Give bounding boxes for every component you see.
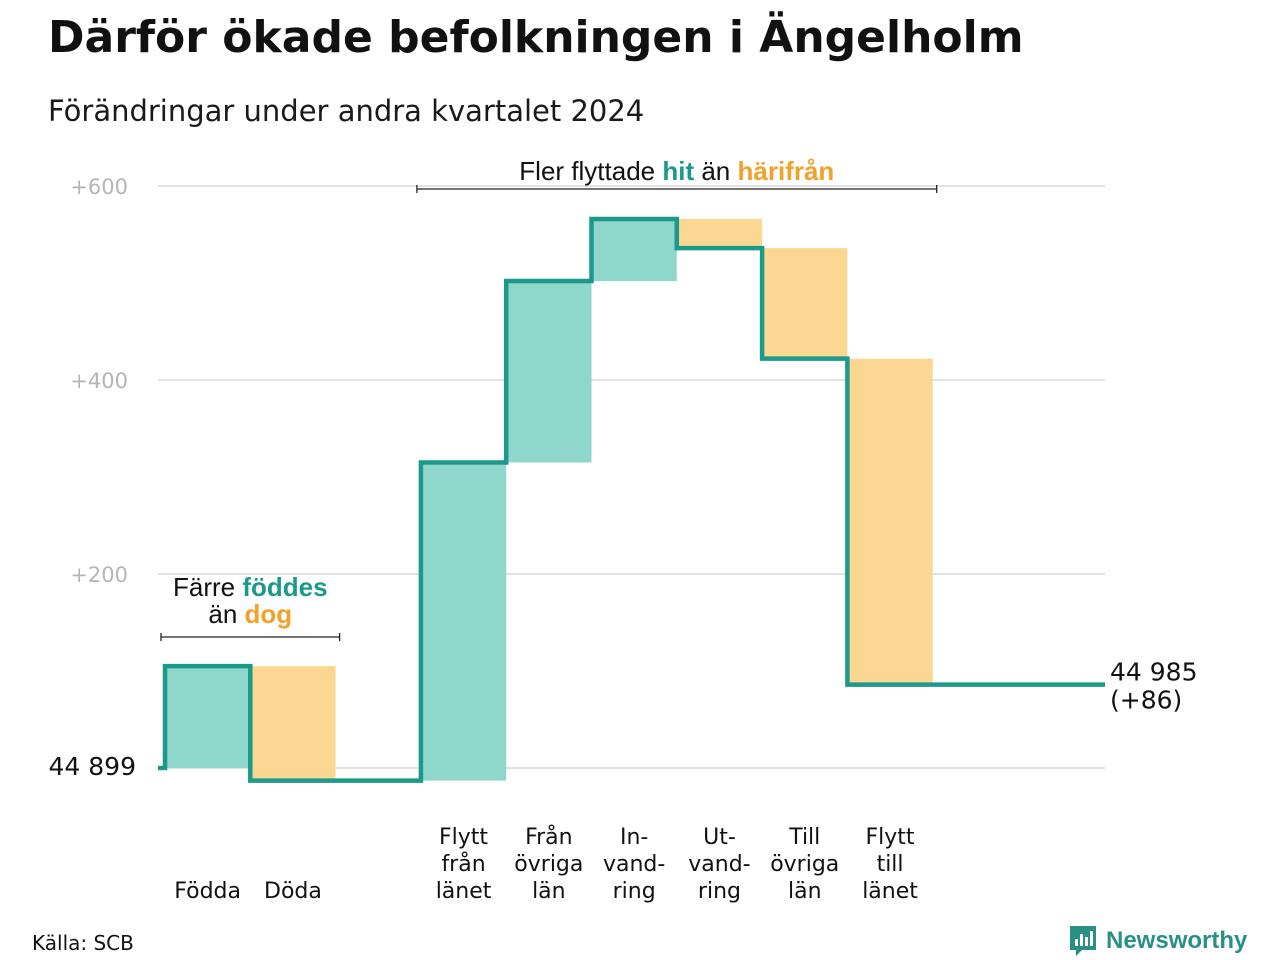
category-label: In-: [620, 825, 648, 850]
annotation-migration: Fler flyttade hit än härifrån: [519, 156, 834, 186]
waterfall-bar: [847, 358, 933, 685]
category-label: län: [788, 879, 822, 904]
annotation-bracket: [160, 633, 341, 641]
y-tick-label: +400: [70, 369, 128, 393]
category-label: Födda: [174, 879, 241, 904]
category-label: övriga: [770, 852, 839, 877]
category-label: län: [532, 879, 566, 904]
page-title: Därför ökade befolkningen i Ängelholm: [48, 12, 1024, 63]
waterfall-bar: [165, 666, 251, 768]
annotation-highlight-out: dog: [245, 599, 293, 629]
cumulative-step-line: [158, 216, 1105, 783]
annotation-highlight-in: hit: [662, 156, 694, 186]
category-label: ring: [698, 879, 741, 904]
annotation-text: än: [694, 156, 737, 186]
y-tick-label: +600: [70, 175, 128, 199]
end-value-label: 44 985: [1110, 658, 1197, 687]
category-label: från: [441, 851, 485, 877]
category-label: vand-: [603, 852, 665, 877]
waterfall-bar: [250, 666, 336, 781]
waterfall-bar: [420, 462, 507, 781]
category-label: Till: [788, 825, 820, 850]
brand-name: Newsworthy: [1106, 927, 1248, 954]
category-label: Flytt: [439, 825, 488, 850]
category-label: Flytt: [866, 825, 915, 850]
annotation-highlight-in: föddes: [242, 572, 327, 602]
newsworthy-logo-icon: [1070, 926, 1096, 956]
page-subtitle: Förändringar under andra kvartalet 2024: [48, 94, 645, 128]
annotation-births-line1: Färre föddes: [173, 572, 328, 602]
category-label: Ut-: [703, 825, 736, 850]
category-label: länet: [862, 879, 918, 904]
end-change-label: (+86): [1110, 686, 1182, 715]
annotation-text: än: [208, 599, 244, 629]
y-tick-label: +200: [70, 563, 128, 587]
waterfall-bar: [506, 281, 592, 463]
annotation-highlight-out: härifrån: [737, 156, 834, 186]
category-label: vand-: [688, 852, 750, 877]
source-note: Källa: SCB: [32, 931, 134, 955]
category-label: ring: [613, 879, 656, 904]
waterfall-bar: [591, 218, 677, 282]
brand-logo[interactable]: Newsworthy: [1068, 924, 1247, 958]
annotation-text: Färre: [173, 572, 242, 602]
start-value-label: 44 899: [49, 752, 136, 781]
category-label: Döda: [264, 879, 322, 904]
annotation-bracket: [416, 185, 938, 193]
waterfall-bar: [676, 218, 763, 249]
category-label: övriga: [514, 852, 583, 877]
waterfall-bar: [762, 248, 848, 359]
category-label: länet: [436, 879, 492, 904]
category-label: Från: [525, 824, 573, 850]
category-label: till: [877, 852, 904, 877]
annotation-births-line2: än dog: [208, 599, 292, 629]
annotation-text: Fler flyttade: [519, 156, 662, 186]
